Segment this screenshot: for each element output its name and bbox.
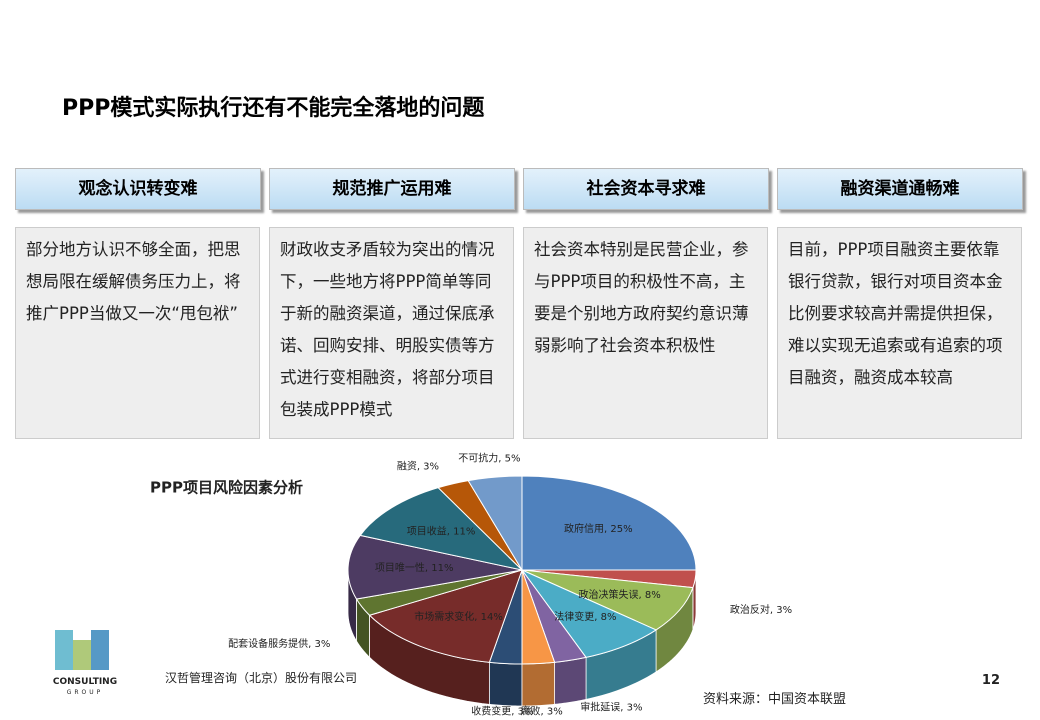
page-number: 12	[982, 673, 1000, 688]
chart: PPP项目风险因素分析 CONSULTING GROUP 汉哲管理咨询（北京）股…	[53, 452, 1000, 718]
card-title: 观念认识转变难	[15, 168, 261, 210]
card-title: 融资渠道通畅难	[777, 168, 1023, 210]
slice-label: 政府信用, 25%	[564, 522, 633, 535]
card-body: 社会资本特别是民营企业，参与PPP项目的积极性不高，主要是个别地方政府契约意识薄…	[523, 227, 768, 439]
slice	[521, 475, 697, 571]
slice	[359, 487, 524, 571]
card-title: 社会资本寻求难	[523, 168, 769, 210]
slice-label: 法律变更, 8%	[554, 610, 616, 623]
slice	[467, 475, 523, 572]
chart-title: PPP项目风险因素分析	[150, 479, 303, 497]
logo: CONSULTING GROUP	[53, 630, 117, 696]
slice-label: 融资, 3%	[397, 460, 439, 472]
slice-label: 政治反对, 3%	[730, 603, 792, 616]
slide-title: PPP模式实际执行还有不能完全落地的问题	[62, 96, 485, 121]
card-body: 目前，PPP项目融资主要依靠银行贷款，银行对项目资本金比例要求较高并需提供担保，…	[777, 227, 1022, 439]
slice-label: 政治决策失误, 8%	[578, 588, 660, 601]
slice-label: 项目唯一性, 11%	[375, 561, 454, 574]
slice-label: 项目收益, 11%	[407, 524, 476, 537]
slice	[347, 534, 523, 600]
slice-label: 腐败, 3%	[521, 705, 563, 718]
slice	[368, 569, 523, 663]
slice-label: 不可抗力, 5%	[458, 452, 520, 465]
logo-text: CONSULTING	[53, 677, 117, 687]
company: 汉哲管理咨询（北京）股份有限公司	[165, 670, 357, 685]
card-body: 财政收支矛盾较为突出的情况下，一些地方将PPP简单等同于新的融资渠道，通过保底承…	[269, 227, 514, 439]
source: 资料来源：中国资本联盟	[703, 692, 846, 707]
card-title: 规范推广运用难	[269, 168, 515, 210]
slice-side	[488, 661, 523, 707]
logo-sub: GROUP	[67, 689, 104, 696]
slice-side	[554, 656, 587, 705]
slice-label: 市场需求变化, 14%	[414, 610, 503, 623]
slice-label: 收费变更, 3%	[471, 705, 533, 718]
slice-side	[521, 661, 556, 707]
slice-label: 配套设备服务提供, 3%	[228, 637, 330, 650]
card-body: 部分地方认识不够全面，把思想局限在缓解债务压力上，将推广PPP当做又一次“甩包袱…	[15, 227, 260, 439]
slice-label: 审批延误, 3%	[580, 701, 642, 714]
